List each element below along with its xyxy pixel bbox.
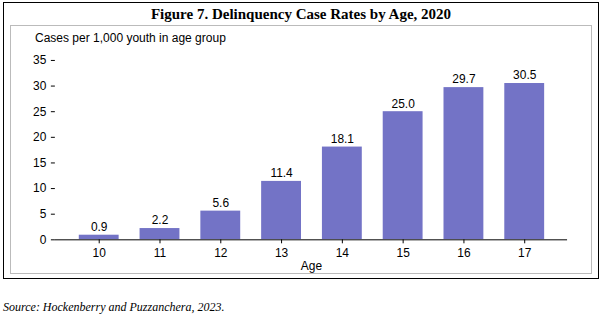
html-text:Cases per 1,000 youth in age g: Cases per 1,000 youth in age group (35, 31, 226, 45)
svg-text:17: 17 (518, 246, 532, 260)
svg-text:30: 30 (33, 79, 47, 93)
svg-text:14: 14 (336, 246, 350, 260)
svg-text:0.9: 0.9 (91, 220, 108, 234)
svg-text:5.6: 5.6 (212, 196, 229, 210)
svg-text:10: 10 (33, 181, 47, 195)
svg-text:18.1: 18.1 (331, 132, 355, 146)
svg-text:16: 16 (457, 246, 471, 260)
svg-text:11: 11 (154, 246, 167, 260)
svg-text:13: 13 (275, 246, 289, 260)
svg-text:2.2: 2.2 (152, 213, 169, 227)
svg-text:12: 12 (214, 246, 228, 260)
svg-text:25.0: 25.0 (392, 97, 416, 111)
svg-text:10: 10 (93, 246, 107, 260)
svg-text:29.7: 29.7 (452, 72, 476, 86)
svg-text:20: 20 (33, 130, 47, 144)
svg-text:15: 15 (33, 156, 47, 170)
svg-text:Age: Age (301, 259, 323, 273)
svg-text:5: 5 (40, 207, 47, 221)
svg-text:35: 35 (33, 53, 47, 67)
svg-text:0: 0 (40, 233, 47, 247)
svg-text:15: 15 (397, 246, 411, 260)
svg-text:11.4: 11.4 (270, 166, 293, 180)
svg-text:25: 25 (33, 105, 47, 119)
svg-text:30.5: 30.5 (513, 68, 537, 82)
html-text:Source: Hockenberry and Puzzan: Source: Hockenberry and Puzzanchera, 202… (3, 300, 225, 314)
html-text:Figure 7. Delinquency Case Rat: Figure 7. Delinquency Case Rates by Age,… (150, 6, 452, 22)
